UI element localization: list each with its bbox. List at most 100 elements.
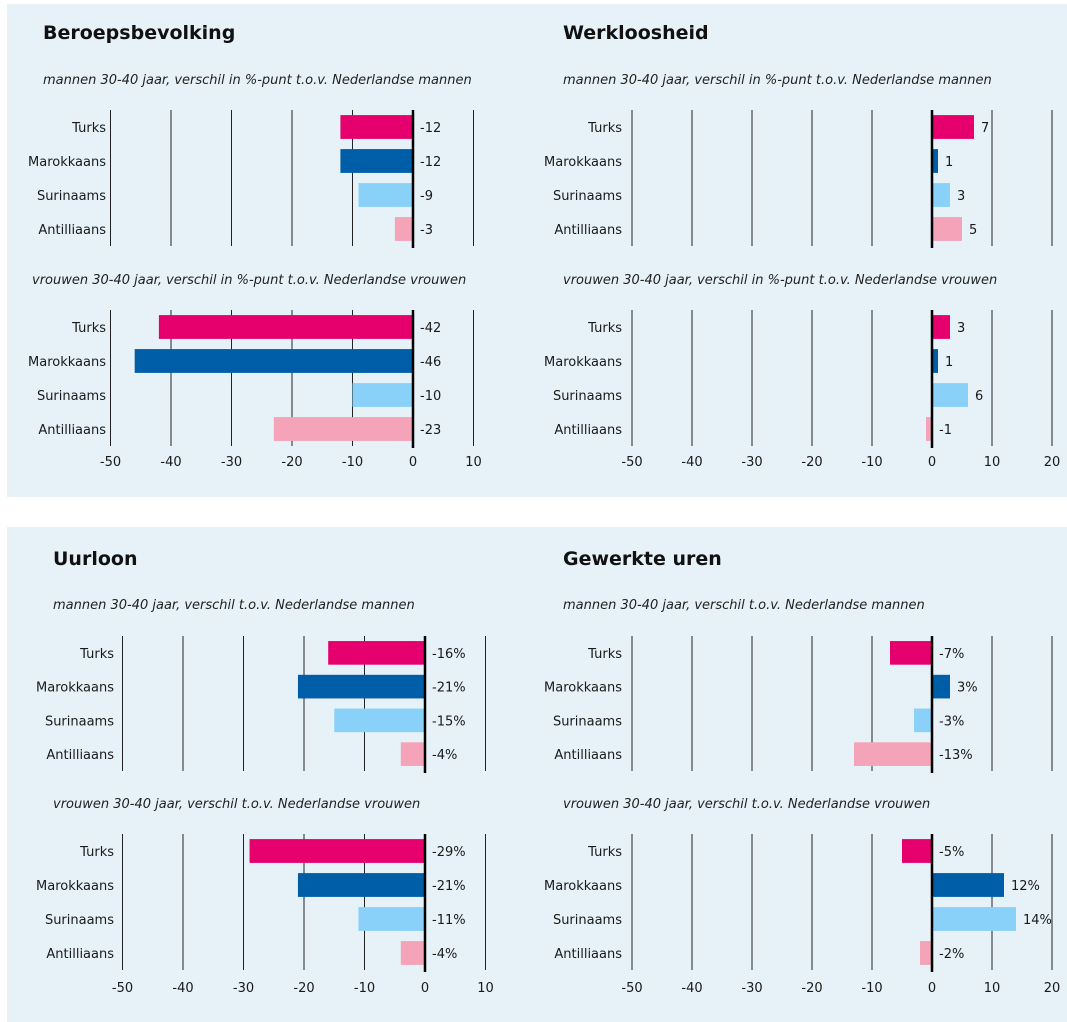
category-label-surinaams: Surinaams <box>37 389 106 404</box>
x-tick-label-3-7: 20 <box>1044 981 1061 996</box>
bar-1-0-marokkaans <box>932 149 938 173</box>
bar-3-0-turks <box>890 641 932 665</box>
category-label-surinaams: Surinaams <box>37 189 106 204</box>
bar-1-1-turks <box>932 315 950 339</box>
value-label-3-1-2: 14% <box>1023 913 1052 928</box>
bar-2-1-surinaams <box>358 907 425 931</box>
value-label-3-0-2: -3% <box>939 714 964 729</box>
x-tick-label-3-4: -10 <box>861 981 882 996</box>
value-label-1-0-1: 1 <box>945 155 953 170</box>
category-label-marokkaans: Marokkaans <box>544 879 622 894</box>
value-label-1-0-0: 7 <box>981 121 989 136</box>
category-label-surinaams: Surinaams <box>553 389 622 404</box>
x-tick-label-3-0: -50 <box>621 981 642 996</box>
category-label-antilliaans: Antilliaans <box>38 223 106 238</box>
x-tick-label-0-4: -10 <box>342 455 363 470</box>
value-label-0-1-3: -23 <box>420 423 441 438</box>
bar-2-0-surinaams <box>334 708 425 733</box>
value-label-1-0-2: 3 <box>957 189 965 204</box>
x-tick-label-1-2: -30 <box>741 455 762 470</box>
value-label-3-1-3: -2% <box>939 947 964 962</box>
bar-2-1-antilliaans <box>400 941 425 965</box>
bar-0-1-marokkaans <box>134 349 413 373</box>
category-label-marokkaans: Marokkaans <box>544 355 622 370</box>
x-tick-label-1-7: 20 <box>1044 455 1061 470</box>
value-label-2-0-0: -16% <box>432 647 466 662</box>
category-label-marokkaans: Marokkaans <box>28 155 106 170</box>
category-label-antilliaans: Antilliaans <box>554 423 622 438</box>
category-label-turks: Turks <box>79 647 114 662</box>
x-tick-label-1-1: -40 <box>681 455 702 470</box>
x-tick-label-1-4: -10 <box>861 455 882 470</box>
value-label-0-0-2: -9 <box>420 189 433 204</box>
x-tick-label-2-4: -10 <box>354 981 375 996</box>
category-label-turks: Turks <box>587 321 622 336</box>
bar-3-0-surinaams <box>914 708 932 733</box>
value-label-0-1-2: -10 <box>420 389 441 404</box>
category-label-surinaams: Surinaams <box>553 913 622 928</box>
value-label-0-0-0: -12 <box>420 121 441 136</box>
bar-1-0-antilliaans <box>932 217 962 241</box>
value-label-1-1-0: 3 <box>957 321 965 336</box>
value-label-3-0-1: 3% <box>957 681 978 696</box>
x-tick-label-1-6: 10 <box>984 455 1001 470</box>
subtitle-beroepsbevolking-vrouwen: vrouwen 30-40 jaar, verschil in %-punt t… <box>32 273 467 288</box>
x-tick-label-3-3: -20 <box>801 981 822 996</box>
bar-2-0-marokkaans <box>297 674 425 699</box>
value-label-1-1-3: -1 <box>939 423 952 438</box>
category-label-antilliaans: Antilliaans <box>554 947 622 962</box>
chart-title-werkloosheid: Werkloosheid <box>563 22 709 44</box>
subtitle-werkloosheid-mannen: mannen 30-40 jaar, verschil in %-punt t.… <box>563 73 992 88</box>
value-label-0-0-1: -12 <box>420 155 441 170</box>
x-tick-label-0-1: -40 <box>160 455 181 470</box>
category-label-marokkaans: Marokkaans <box>36 681 114 696</box>
value-label-2-1-3: -4% <box>432 947 457 962</box>
x-tick-label-3-1: -40 <box>681 981 702 996</box>
x-tick-label-1-0: -50 <box>621 455 642 470</box>
bar-1-0-surinaams <box>932 183 950 207</box>
chart-title-uurloon: Uurloon <box>53 548 138 570</box>
value-label-3-1-0: -5% <box>939 845 964 860</box>
category-label-turks: Turks <box>79 845 114 860</box>
bar-1-1-surinaams <box>932 383 968 407</box>
subtitle-uurloon-mannen: mannen 30-40 jaar, verschil t.o.v. Neder… <box>53 598 415 613</box>
category-label-turks: Turks <box>587 845 622 860</box>
bar-0-0-turks <box>340 115 413 139</box>
bar-0-0-surinaams <box>358 183 413 207</box>
x-tick-label-3-2: -30 <box>741 981 762 996</box>
x-tick-label-2-5: 0 <box>421 981 429 996</box>
value-label-2-0-1: -21% <box>432 681 466 696</box>
category-label-antilliaans: Antilliaans <box>46 947 114 962</box>
bar-2-1-marokkaans <box>297 873 425 897</box>
category-label-antilliaans: Antilliaans <box>38 423 106 438</box>
category-label-surinaams: Surinaams <box>45 714 114 729</box>
value-label-2-0-2: -15% <box>432 714 466 729</box>
value-label-3-1-1: 12% <box>1011 879 1040 894</box>
category-label-antilliaans: Antilliaans <box>46 748 114 763</box>
bar-2-1-turks <box>249 839 425 863</box>
subtitle-gewerkte-uren-mannen: mannen 30-40 jaar, verschil t.o.v. Neder… <box>563 598 925 613</box>
value-label-3-0-3: -13% <box>939 748 973 763</box>
category-label-surinaams: Surinaams <box>45 913 114 928</box>
category-label-surinaams: Surinaams <box>553 714 622 729</box>
x-tick-label-3-6: 10 <box>984 981 1001 996</box>
category-label-turks: Turks <box>71 121 106 136</box>
value-label-3-0-0: -7% <box>939 647 964 662</box>
bar-3-1-turks <box>902 839 932 863</box>
x-tick-label-0-3: -20 <box>281 455 302 470</box>
value-label-1-1-1: 1 <box>945 355 953 370</box>
x-tick-label-0-5: 0 <box>409 455 417 470</box>
x-tick-label-1-3: -20 <box>801 455 822 470</box>
value-label-1-0-3: 5 <box>969 223 977 238</box>
bar-3-0-marokkaans <box>932 674 950 699</box>
bar-3-0-antilliaans <box>854 742 932 766</box>
value-label-0-1-0: -42 <box>420 321 441 336</box>
bar-1-1-marokkaans <box>932 349 938 373</box>
bar-0-1-turks <box>158 315 413 339</box>
subtitle-gewerkte-uren-vrouwen: vrouwen 30-40 jaar, verschil t.o.v. Nede… <box>563 797 931 812</box>
x-tick-label-2-3: -20 <box>293 981 314 996</box>
x-tick-label-2-0: -50 <box>112 981 133 996</box>
bar-3-1-marokkaans <box>932 873 1004 897</box>
x-tick-label-0-2: -30 <box>221 455 242 470</box>
